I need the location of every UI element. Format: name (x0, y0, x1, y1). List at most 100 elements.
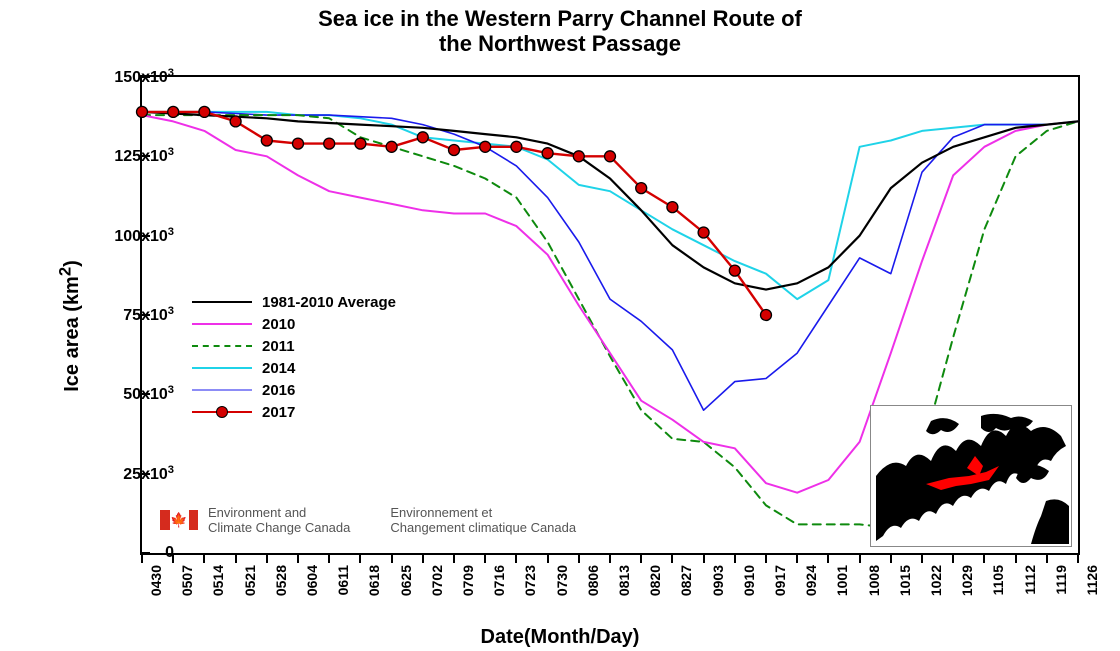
x-tick-label: 0702 (429, 565, 445, 596)
title-line-2: the Northwest Passage (439, 31, 681, 56)
x-tick (359, 553, 361, 563)
x-tick-label: 0813 (616, 565, 632, 596)
x-tick (515, 553, 517, 563)
x-tick-label: 0528 (273, 565, 289, 596)
series-y2017-marker (698, 227, 709, 238)
x-tick-label: 1008 (866, 565, 882, 596)
x-tick (328, 553, 330, 563)
x-tick-label: 0924 (803, 565, 819, 596)
x-tick-label: 1126 (1084, 565, 1100, 595)
chart-title: Sea ice in the Western Parry Channel Rou… (0, 6, 1120, 57)
series-y2017-marker (324, 138, 335, 149)
series-y2017-marker (137, 106, 148, 117)
legend-swatch (192, 314, 252, 334)
x-tick (671, 553, 673, 563)
x-tick (796, 553, 798, 563)
x-tick (391, 553, 393, 563)
x-tick (983, 553, 985, 563)
x-tick-label: 0625 (398, 565, 414, 596)
series-y2017-marker (293, 138, 304, 149)
x-tick (484, 553, 486, 563)
x-tick (547, 553, 549, 563)
x-tick-label: 0521 (242, 565, 258, 596)
x-tick (1015, 553, 1017, 563)
x-tick (859, 553, 861, 563)
x-axis-label: Date(Month/Day) (0, 626, 1120, 649)
x-tick (734, 553, 736, 563)
series-y2017-marker (636, 183, 647, 194)
legend-swatch (192, 358, 252, 378)
x-tick (578, 553, 580, 563)
x-tick (952, 553, 954, 563)
y-tick (140, 314, 150, 316)
series-y2017-marker (511, 141, 522, 152)
series-y2017-marker (199, 106, 210, 117)
x-tick (203, 553, 205, 563)
series-y2017-marker (729, 265, 740, 276)
x-tick-label: 0709 (460, 565, 476, 596)
y-tick (140, 155, 150, 157)
series-y2017-marker (386, 141, 397, 152)
x-tick (172, 553, 174, 563)
series-y2017-marker (355, 138, 366, 149)
x-tick (1077, 553, 1079, 563)
x-tick-label: 1112 (1022, 565, 1038, 595)
series-avg (142, 112, 1078, 290)
legend-label: 2017 (262, 404, 295, 421)
legend-swatch (192, 380, 252, 400)
x-tick-label: 0730 (554, 565, 570, 596)
attribution: 🍁 Environment and Climate Change Canada … (160, 505, 576, 535)
series-y2017-marker (761, 310, 772, 321)
x-tick (765, 553, 767, 563)
x-tick-label: 0910 (741, 565, 757, 596)
x-tick (453, 553, 455, 563)
legend-item: 1981-2010 Average (192, 292, 396, 312)
x-tick-label: 0820 (647, 565, 663, 596)
canada-flag-icon: 🍁 (160, 510, 198, 530)
x-tick (1046, 553, 1048, 563)
y-axis-label: Ice area (km2) (55, 260, 84, 392)
x-tick (609, 553, 611, 563)
inset-map-svg (871, 406, 1071, 546)
legend-swatch (192, 292, 252, 312)
legend-item: 2016 (192, 380, 396, 400)
legend: 1981-2010 Average20102011201420162017 (192, 292, 396, 424)
series-y2017-marker (573, 151, 584, 162)
x-tick-label: 0611 (335, 565, 351, 595)
attribution-en: Environment and Climate Change Canada (208, 505, 350, 535)
y-tick (140, 235, 150, 237)
legend-item: 2010 (192, 314, 396, 334)
x-tick-label: 0507 (179, 565, 195, 596)
legend-item: 2017 (192, 402, 396, 422)
y-tick (140, 473, 150, 475)
x-tick-label: 1105 (990, 565, 1006, 595)
x-tick (703, 553, 705, 563)
series-y2017-marker (449, 145, 460, 156)
series-y2017-marker (542, 148, 553, 159)
x-tick (422, 553, 424, 563)
x-tick-label: 1015 (897, 565, 913, 596)
series-y2014 (142, 112, 1078, 299)
series-y2017-marker (480, 141, 491, 152)
x-tick-label: 1001 (834, 565, 850, 596)
x-tick (640, 553, 642, 563)
legend-label: 2011 (262, 338, 295, 355)
series-y2017-marker (667, 202, 678, 213)
x-tick-label: 0604 (304, 565, 320, 596)
x-tick (827, 553, 829, 563)
y-tick (140, 76, 150, 78)
legend-label: 2016 (262, 382, 295, 399)
x-tick-label: 0723 (522, 565, 538, 596)
series-y2017-marker (417, 132, 428, 143)
series-y2017-marker (605, 151, 616, 162)
x-tick-label: 0618 (366, 565, 382, 596)
chart-container: Sea ice in the Western Parry Channel Rou… (0, 0, 1120, 651)
x-tick-label: 1029 (959, 565, 975, 596)
x-tick (266, 553, 268, 563)
x-tick (921, 553, 923, 563)
x-tick (890, 553, 892, 563)
legend-label: 2010 (262, 316, 295, 333)
legend-item: 2011 (192, 336, 396, 356)
x-tick-label: 1119 (1053, 565, 1069, 595)
x-tick-label: 0827 (678, 565, 694, 596)
